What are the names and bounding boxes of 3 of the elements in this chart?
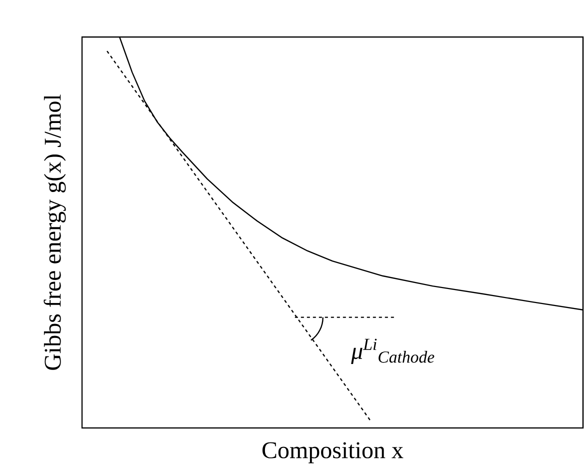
annotation: μ$^{Li}$Cathode [351, 338, 434, 364]
x-axis-title: Composition x [262, 442, 404, 464]
y-axis-title: Gibbs free energy g(x) J/mol [44, 94, 66, 370]
